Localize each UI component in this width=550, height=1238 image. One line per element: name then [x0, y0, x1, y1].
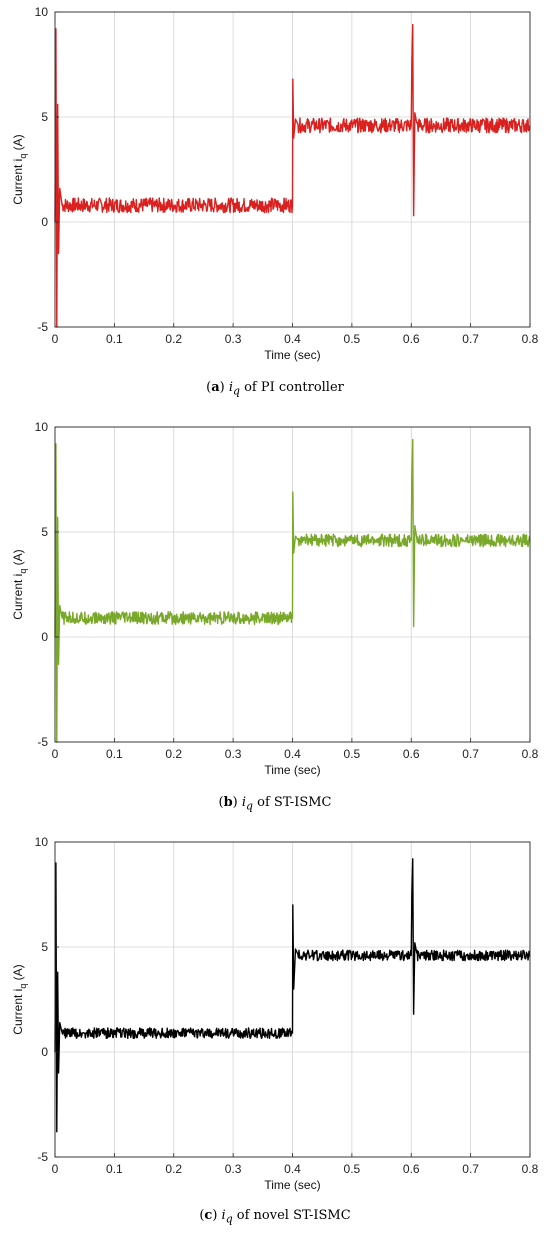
series-line [54, 858, 531, 1133]
caption-c: (c) iq of novel ST-ISMC [199, 1208, 351, 1226]
caption-b-var: i [241, 795, 247, 810]
x-tick-label: 0.5 [344, 1162, 361, 1176]
caption-b: (b) iq of ST-ISMC [218, 795, 332, 813]
y-axis-label: Current iq (A) [11, 549, 28, 619]
chart-b-svg: 0 0.1 0.2 0.3 0.4 0.5 0.6 0.7 0.8 -5 0 5 10 Time (sec… [11, 420, 539, 777]
y-tick-label: -5 [37, 320, 48, 334]
x-tick-label: 0 [52, 332, 59, 346]
x-axis-label: Time (sec) [264, 763, 320, 777]
caption-a: (a) iq of PI controller [206, 380, 344, 398]
chart-panel-b: 0 0.1 0.2 0.3 0.4 0.5 0.6 0.7 0.8 -5 0 5 10 Time (sec… [0, 415, 550, 825]
y-tick-label: 10 [35, 420, 49, 434]
chart-panel-c: 0 0.1 0.2 0.3 0.4 0.5 0.6 0.7 0.8 -5 0 5 10 Time (sec… [0, 830, 550, 1238]
y-axis-label: Current iq (A) [11, 134, 28, 204]
caption-c-sub: q [225, 1212, 233, 1226]
y-tick-label: 0 [41, 630, 48, 644]
x-tick-label: 0.8 [522, 747, 539, 761]
x-tick-label: 0.6 [403, 332, 420, 346]
x-tick-label: 0.1 [106, 332, 123, 346]
y-tick-label: 0 [41, 1045, 48, 1059]
x-tick-label: 0.4 [284, 747, 301, 761]
y-tick-label: 5 [41, 525, 48, 539]
y-tick-label: 5 [41, 940, 48, 954]
x-tick-label: 0.3 [225, 1162, 242, 1176]
x-tick-label: 0 [52, 747, 59, 761]
y-tick-label: 5 [41, 110, 48, 124]
x-tick-label: 0.6 [403, 747, 420, 761]
caption-a-sub: q [233, 384, 240, 398]
caption-a-letter: a [211, 380, 220, 395]
series-line [54, 23, 531, 328]
caption-b-sub: q [246, 799, 253, 813]
caption-b-text: of ST-ISMC [257, 795, 332, 810]
caption-c-var: i [221, 1208, 226, 1223]
x-tick-label: 0.4 [284, 1162, 301, 1176]
x-tick-label: 0.2 [165, 332, 182, 346]
chart-panel-a: 0 0.1 0.2 0.3 0.4 0.5 0.6 0.7 0.8 -5 0 5 10 Time (sec… [0, 0, 550, 410]
x-tick-label: 0.7 [462, 332, 479, 346]
y-tick-label: 10 [35, 835, 49, 849]
x-tick-label: 0.7 [462, 1162, 479, 1176]
x-tick-label: 0.8 [522, 332, 539, 346]
x-tick-label: 0.6 [403, 1162, 420, 1176]
caption-a-text: of PI controller [244, 380, 344, 395]
x-tick-label: 0.3 [225, 747, 242, 761]
x-tick-label: 0 [52, 1162, 59, 1176]
chart-a-svg: 0 0.1 0.2 0.3 0.4 0.5 0.6 0.7 0.8 -5 0 5 10 Time (sec… [11, 5, 539, 362]
y-tick-label: 10 [35, 5, 49, 19]
x-tick-label: 0.2 [165, 1162, 182, 1176]
x-axis-label: Time (sec) [264, 348, 320, 362]
caption-c-letter: c [204, 1208, 213, 1223]
chart-c-svg: 0 0.1 0.2 0.3 0.4 0.5 0.6 0.7 0.8 -5 0 5 10 Time (sec… [11, 835, 539, 1192]
caption-a-var: i [228, 380, 234, 395]
x-tick-label: 0.7 [462, 747, 479, 761]
x-tick-label: 0.5 [344, 332, 361, 346]
caption-b-letter: b [223, 795, 233, 810]
series-line [54, 438, 531, 743]
x-tick-label: 0.8 [522, 1162, 539, 1176]
x-tick-label: 0.3 [225, 332, 242, 346]
y-tick-label: -5 [37, 1150, 48, 1164]
caption-c-text: of novel ST-ISMC [236, 1208, 351, 1223]
y-tick-label: -5 [37, 735, 48, 749]
x-tick-label: 0.4 [284, 332, 301, 346]
x-tick-label: 0.1 [106, 747, 123, 761]
x-tick-label: 0.5 [344, 747, 361, 761]
x-tick-label: 0.2 [165, 747, 182, 761]
x-tick-label: 0.1 [106, 1162, 123, 1176]
y-axis-label: Current iq (A) [11, 964, 28, 1034]
x-axis-label: Time (sec) [264, 1178, 320, 1192]
y-tick-label: 0 [41, 215, 48, 229]
